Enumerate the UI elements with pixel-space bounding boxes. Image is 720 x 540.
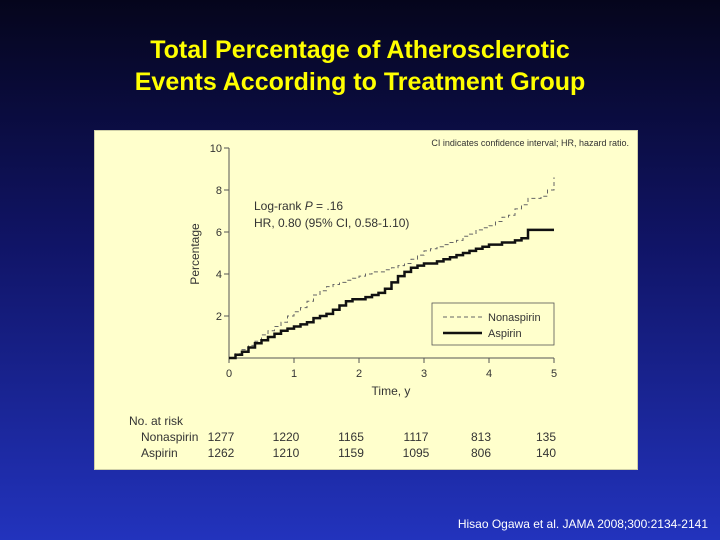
risk-value-cell: 140 [536,446,556,460]
y-tick-label: 4 [216,269,222,281]
series-lines [229,177,555,360]
risk-value-cell: 1210 [273,446,300,460]
risk-value-cell: 135 [536,430,556,444]
y-tick-label: 2 [216,311,222,323]
risk-value-cell: 1117 [404,430,429,444]
y-axis-label: Percentage [188,223,202,285]
km-chart: CI indicates confidence interval; HR, ha… [129,138,629,460]
slide-title-line-2: Events According to Treatment Group [134,68,586,96]
risk-value-cell: 1159 [338,446,364,460]
logrank-stat: Log-rank P = .16 [254,199,343,213]
risk-table: No. at risk Nonaspirin Aspirin 1277 1220 1… [129,414,556,460]
chart-note: CI indicates confidence interval; HR, ha… [431,138,629,148]
slide-title: Total Percentage of Atherosclerotic Even… [0,34,720,98]
series-line-nonaspirin [229,177,555,359]
legend: Nonaspirin Aspirin [431,302,555,346]
risk-value-cell: 813 [471,430,491,444]
y-tick-label: 6 [216,227,222,239]
slide-title-line-1: Total Percentage of Atherosclerotic [150,36,570,64]
chart-axes [228,148,554,359]
risk-values: 1277 1220 1165 1117 813 135 1262 1210 1159 1095 80… [208,430,557,460]
y-tick-label: 8 [216,185,222,197]
logrank-p-value: = .16 [313,199,344,213]
logrank-prefix: Log-rank [254,199,305,213]
y-ticks: 2 4 6 8 10 [210,143,229,323]
legend-box [431,302,555,346]
x-tick-label: 5 [551,368,557,380]
risk-row-label-nonaspirin: Nonaspirin [141,430,198,444]
x-tick-label: 4 [486,368,492,380]
x-tick-label: 2 [356,368,362,380]
x-tick-label: 1 [291,368,297,380]
hazard-ratio-stat: HR, 0.80 (95% CI, 0.58-1.10) [254,216,409,230]
risk-row-label-aspirin: Aspirin [141,446,178,460]
logrank-p-symbol: P [305,199,313,213]
risk-value-cell: 806 [471,446,491,460]
series-line-aspirin [229,228,554,360]
y-tick-label: 10 [210,143,222,155]
x-tick-label: 0 [226,368,232,380]
chart-panel: CI indicates confidence interval; HR, ha… [94,130,638,470]
risk-table-heading: No. at risk [129,414,184,428]
risk-value-cell: 1095 [403,446,430,460]
risk-value-cell: 1165 [338,430,364,444]
legend-nonaspirin-label: Nonaspirin [488,312,541,324]
x-axis-label: Time, y [372,384,411,398]
risk-value-cell: 1262 [208,446,235,460]
risk-value-cell: 1220 [273,430,300,444]
risk-value-cell: 1277 [208,430,235,444]
citation: Hisao Ogawa et al. JAMA 2008;300:2134-21… [457,517,708,531]
legend-aspirin-label: Aspirin [488,328,522,340]
x-ticks: 0 1 2 3 4 5 [226,358,557,380]
x-tick-label: 3 [421,368,427,380]
